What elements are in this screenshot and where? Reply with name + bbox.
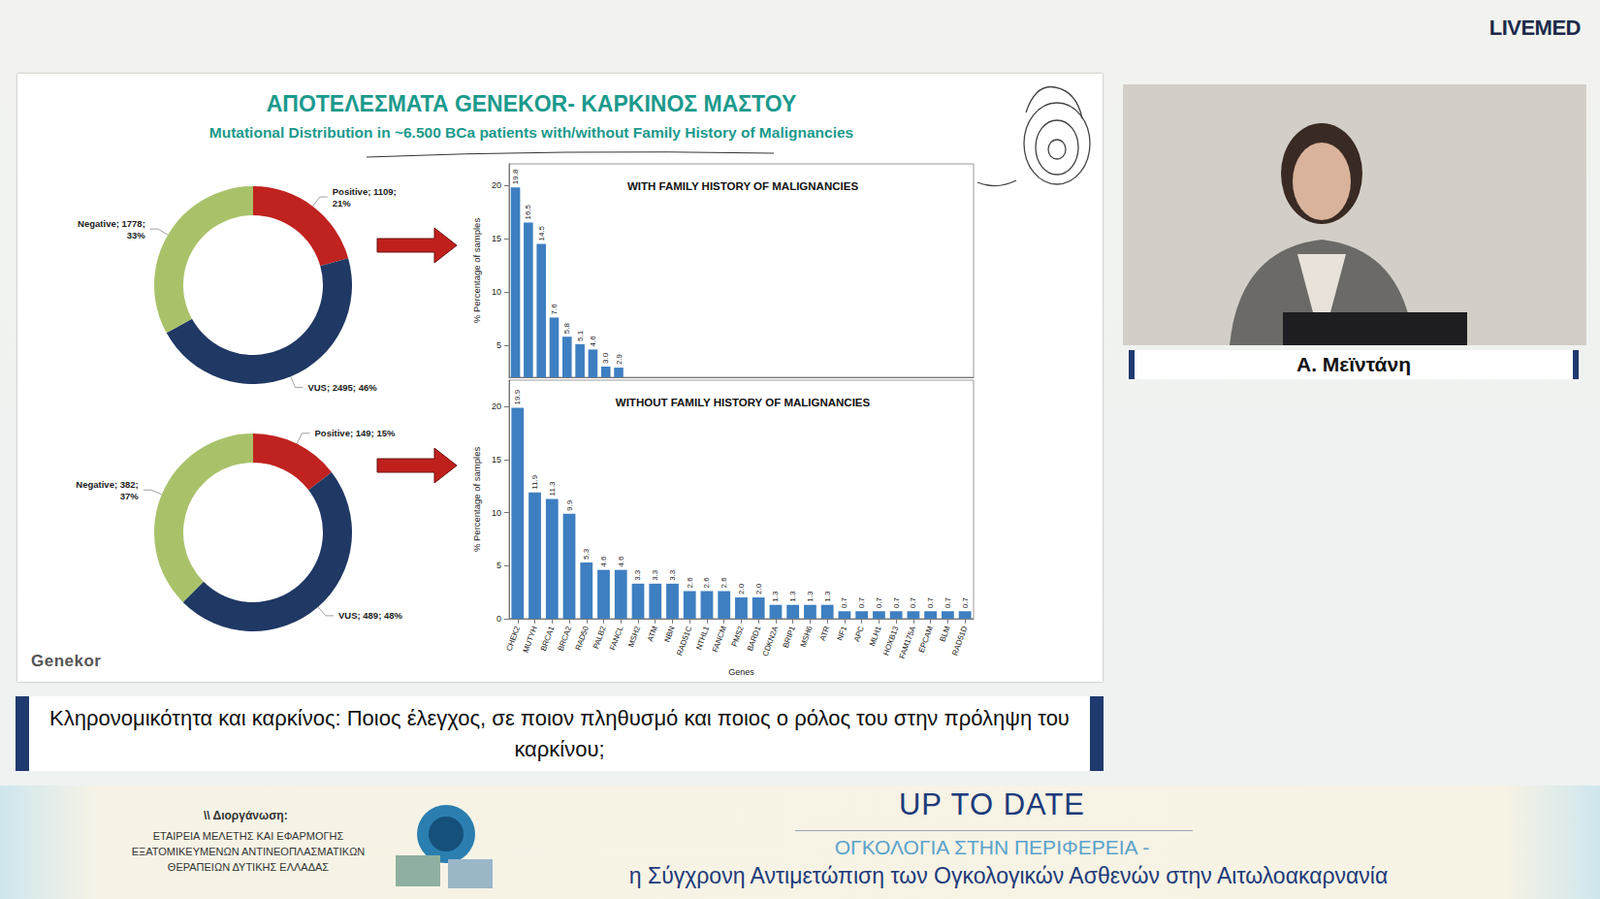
svg-text:Negative; 1778;: Negative; 1778; — [77, 218, 146, 229]
html-text:LIVEMED: LIVEMED — [1489, 15, 1581, 40]
svg-text:33%: 33% — [127, 229, 147, 241]
svg-text:0.7: 0.7 — [908, 597, 918, 609]
html-text:η Σύγχρονη Αντιμετώπιση των Ογ: η Σύγχρονη Αντιμετώπιση των Ογκολογικών … — [629, 863, 1388, 889]
svg-text:15: 15 — [491, 233, 502, 244]
svg-text:11.3: 11.3 — [547, 480, 557, 497]
svg-text:1.3: 1.3 — [823, 590, 832, 603]
svg-text:BRCA2: BRCA2 — [556, 624, 575, 653]
svg-text:MSH6: MSH6 — [799, 624, 815, 648]
svg-text:5.3: 5.3 — [581, 547, 591, 560]
svg-text:4.6: 4.6 — [588, 335, 598, 348]
svg-text:2.6: 2.6 — [702, 576, 711, 589]
svg-text:BRIP1: BRIP1 — [781, 624, 799, 649]
svg-text:MUTYH: MUTYH — [521, 624, 540, 654]
svg-text:19.8: 19.8 — [511, 168, 520, 185]
svg-text:1.3: 1.3 — [770, 590, 780, 603]
svg-text:3.3: 3.3 — [668, 569, 677, 581]
svg-text:0: 0 — [496, 613, 502, 624]
svg-text:% Percentage of samples: % Percentage of samples — [471, 218, 482, 324]
svg-text:WITHOUT FAMILY HISTORY OF MALI: WITHOUT FAMILY HISTORY OF MALIGNANCIES — [615, 396, 871, 409]
svg-text:0.7: 0.7 — [892, 597, 901, 609]
svg-text:NBN: NBN — [662, 624, 676, 643]
svg-text:VUS; 489; 48%: VUS; 489; 48% — [338, 609, 404, 621]
html-text:ΕΤΑΙΡΕΙΑ ΜΕΛΕΤΗΣ ΚΑΙ ΕΦΑΡΜΟΓΗΣ: ΕΤΑΙΡΕΙΑ ΜΕΛΕΤΗΣ ΚΑΙ ΕΦΑΡΜΟΓΗΣ — [152, 830, 344, 842]
svg-text:RAD51D: RAD51D — [950, 624, 969, 657]
svg-text:HOXB13: HOXB13 — [881, 624, 900, 657]
svg-text:3.0: 3.0 — [601, 352, 610, 364]
html-text:ΘΕΡΑΠΕΙΩΝ ΔΥΤΙΚΗΣ ΕΛΛΑΔΑΣ: ΘΕΡΑΠΕΙΩΝ ΔΥΤΙΚΗΣ ΕΛΛΑΔΑΣ — [167, 861, 329, 873]
svg-text:BRCA1: BRCA1 — [539, 624, 557, 653]
svg-text:Positive; 149; 15%: Positive; 149; 15% — [314, 427, 395, 439]
svg-text:PALB2: PALB2 — [591, 624, 608, 650]
svg-text:CDKN2A: CDKN2A — [761, 624, 781, 658]
svg-text:2.9: 2.9 — [614, 352, 624, 365]
svg-text:5: 5 — [496, 340, 502, 351]
svg-text:3.3: 3.3 — [633, 569, 642, 581]
svg-text:20: 20 — [491, 401, 502, 412]
svg-text:Genes: Genes — [728, 667, 755, 677]
svg-text:20: 20 — [491, 180, 502, 191]
svg-text:ATR: ATR — [818, 624, 832, 642]
svg-text:BLM: BLM — [938, 624, 953, 643]
svg-text:7.6: 7.6 — [549, 303, 559, 316]
svg-text:9.9: 9.9 — [565, 499, 575, 512]
svg-text:5.1: 5.1 — [576, 329, 585, 342]
svg-text:Negative; 382;: Negative; 382; — [75, 479, 138, 490]
svg-text:1.3: 1.3 — [788, 590, 798, 603]
html-text:Mutational Distribution in ~6.: Mutational Distribution in ~6.500 BCa pa… — [209, 124, 854, 141]
svg-text:16.5: 16.5 — [523, 203, 533, 220]
svg-text:15: 15 — [491, 454, 502, 465]
svg-text:37%: 37% — [120, 490, 140, 502]
svg-text:FANCM: FANCM — [710, 624, 729, 654]
html-text:ΑΠΟΤΕΛΕΣΜΑΤΑ GENEKOR- ΚΑΡΚΙΝΟΣ: ΑΠΟΤΕΛΕΣΜΑΤΑ GENEKOR- ΚΑΡΚΙΝΟΣ ΜΑΣΤΟΥ — [266, 91, 797, 117]
html-text:ΟΓΚΟΛΟΓΙΑ ΣΤΗΝ ΠΕΡΙΦΕΡΕΙΑ -: ΟΓΚΟΛΟΓΙΑ ΣΤΗΝ ΠΕΡΙΦΕΡΕΙΑ - — [834, 835, 1150, 859]
svg-text:4.6: 4.6 — [616, 555, 626, 568]
svg-text:MSH2: MSH2 — [626, 624, 642, 648]
svg-text:FANCL: FANCL — [608, 624, 625, 652]
html-text:\\ Διοργάνωση:: \\ Διοργάνωση: — [203, 808, 288, 823]
svg-text:APC: APC — [852, 624, 866, 643]
html-text:Genekor: Genekor — [31, 651, 102, 671]
svg-text:0.7: 0.7 — [857, 597, 866, 609]
svg-text:0.7: 0.7 — [874, 597, 884, 609]
svg-text:FAM175A: FAM175A — [897, 624, 919, 661]
svg-text:NTHL1: NTHL1 — [694, 624, 711, 651]
svg-text:21%: 21% — [332, 197, 352, 209]
svg-text:2.6: 2.6 — [685, 576, 695, 589]
svg-text:ATM: ATM — [645, 624, 660, 643]
svg-text:3.3: 3.3 — [650, 569, 660, 581]
svg-text:MLH1: MLH1 — [867, 624, 884, 648]
svg-text:5.8: 5.8 — [562, 322, 572, 335]
svg-text:PMS2: PMS2 — [730, 624, 746, 648]
svg-text:RAD51C: RAD51C — [674, 624, 694, 657]
svg-text:14.5: 14.5 — [537, 224, 546, 241]
svg-text:% Percentage of samples: % Percentage of samples — [471, 447, 482, 553]
svg-text:2.0: 2.0 — [754, 582, 764, 595]
svg-text:2.0: 2.0 — [736, 582, 746, 595]
svg-text:19.9: 19.9 — [512, 388, 522, 405]
svg-text:EPCAM: EPCAM — [917, 624, 935, 654]
html-text:ΕΞΑΤΟΜΙΚΕΥΜΕΝΩΝ ΑΝΤΙΝΕΟΠΛΑΣΜΑΤ: ΕΞΑΤΟΜΙΚΕΥΜΕΝΩΝ ΑΝΤΙΝΕΟΠΛΑΣΜΑΤΙΚΩΝ — [131, 845, 365, 858]
svg-text:10: 10 — [491, 508, 502, 518]
svg-text:2.6: 2.6 — [719, 576, 729, 589]
svg-text:BARD1: BARD1 — [745, 624, 764, 653]
svg-text:11.9: 11.9 — [530, 474, 540, 490]
svg-text:10: 10 — [491, 287, 502, 297]
svg-text:CHEK2: CHEK2 — [504, 624, 522, 653]
svg-text:WITH FAMILY HISTORY OF MALIGNA: WITH FAMILY HISTORY OF MALIGNANCIES — [627, 180, 859, 192]
svg-text:VUS; 2495; 46%: VUS; 2495; 46% — [307, 382, 378, 393]
svg-text:Positive; 1109;: Positive; 1109; — [332, 186, 397, 197]
html-text:Κληρονομικότητα και καρκίνος:: Κληρονομικότητα και καρκίνος: Ποιος έλεγ… — [49, 705, 1070, 761]
svg-text:0.7: 0.7 — [943, 597, 953, 609]
html-text:Α. Μεϊντάνη: Α. Μεϊντάνη — [1296, 352, 1411, 376]
svg-text:NF1: NF1 — [835, 624, 850, 642]
svg-text:0.7: 0.7 — [839, 597, 849, 609]
html-text:UP TO DATE: UP TO DATE — [898, 787, 1086, 822]
svg-text:RAD50: RAD50 — [574, 624, 591, 652]
svg-text:5: 5 — [496, 560, 502, 571]
svg-text:0.7: 0.7 — [960, 597, 970, 609]
svg-text:4.6: 4.6 — [599, 555, 608, 568]
svg-text:1.3: 1.3 — [805, 590, 815, 603]
svg-text:0.7: 0.7 — [926, 597, 935, 609]
